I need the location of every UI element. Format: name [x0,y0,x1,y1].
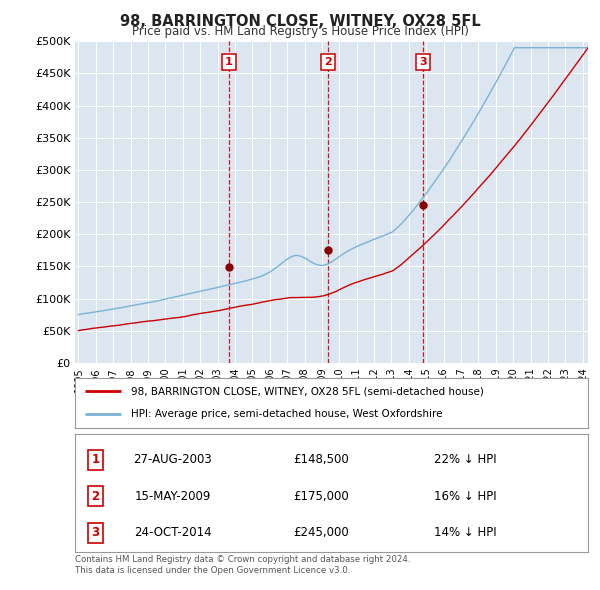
Text: 15-MAY-2009: 15-MAY-2009 [134,490,211,503]
Text: 98, BARRINGTON CLOSE, WITNEY, OX28 5FL: 98, BARRINGTON CLOSE, WITNEY, OX28 5FL [119,14,481,28]
Text: 1: 1 [225,57,233,67]
Text: £148,500: £148,500 [293,453,349,466]
Text: 16% ↓ HPI: 16% ↓ HPI [434,490,496,503]
Text: Contains HM Land Registry data © Crown copyright and database right 2024.: Contains HM Land Registry data © Crown c… [75,555,410,563]
Text: 27-AUG-2003: 27-AUG-2003 [133,453,212,466]
Text: HPI: Average price, semi-detached house, West Oxfordshire: HPI: Average price, semi-detached house,… [131,409,443,419]
Text: 24-OCT-2014: 24-OCT-2014 [134,526,211,539]
Text: 2: 2 [91,490,100,503]
Text: 22% ↓ HPI: 22% ↓ HPI [434,453,496,466]
Text: 98, BARRINGTON CLOSE, WITNEY, OX28 5FL (semi-detached house): 98, BARRINGTON CLOSE, WITNEY, OX28 5FL (… [131,386,484,396]
Text: Price paid vs. HM Land Registry's House Price Index (HPI): Price paid vs. HM Land Registry's House … [131,25,469,38]
Text: 3: 3 [419,57,427,67]
Text: 1: 1 [91,453,100,466]
Text: This data is licensed under the Open Government Licence v3.0.: This data is licensed under the Open Gov… [75,566,350,575]
Text: £175,000: £175,000 [293,490,349,503]
Text: 2: 2 [325,57,332,67]
Text: 14% ↓ HPI: 14% ↓ HPI [434,526,496,539]
Text: £245,000: £245,000 [293,526,349,539]
Text: 3: 3 [91,526,100,539]
